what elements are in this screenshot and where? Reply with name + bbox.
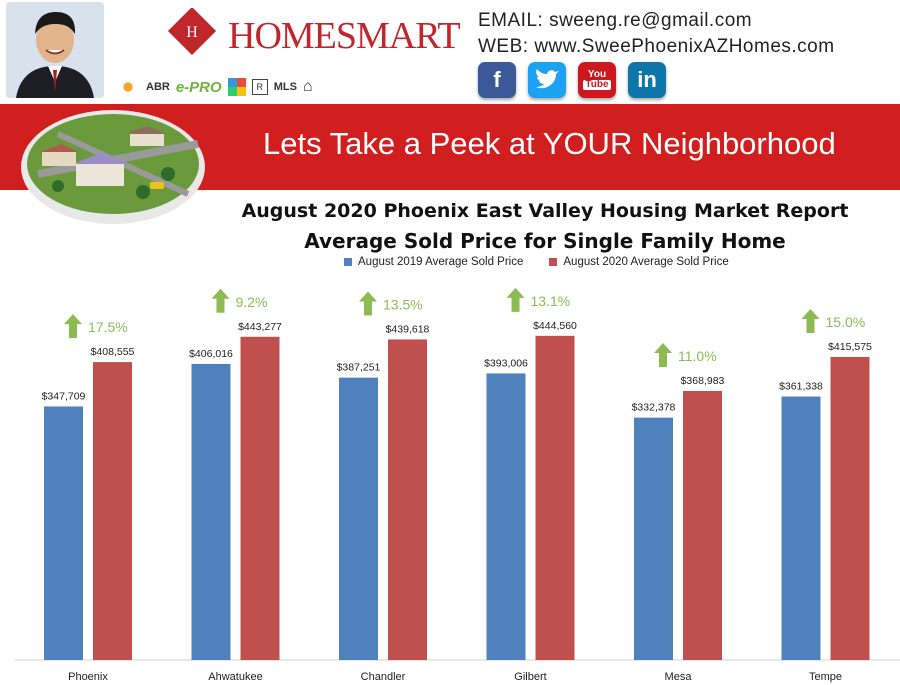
data-label-chandler-2019: $387,251 (337, 362, 381, 374)
up-arrow-icon (801, 308, 820, 333)
mls-badge: MLS (273, 81, 297, 93)
change-label-tempe: 15.0% (826, 314, 866, 330)
data-label-tempe-2019: $361,338 (779, 381, 823, 393)
realtor-badge-icon (116, 78, 140, 96)
data-label-ahwatukee-2019: $406,016 (189, 348, 233, 360)
category-label-mesa: Mesa (665, 671, 693, 683)
data-label-chandler-2020: $439,618 (386, 323, 430, 335)
chart-title-main: August 2020 Phoenix East Valley Housing … (241, 200, 849, 222)
bar-gilbert-2020 (535, 335, 575, 660)
bar-ahwatukee-2019 (191, 363, 231, 660)
bar-ahwatukee-2020 (240, 336, 280, 660)
category-label-chandler: Chandler (361, 671, 406, 683)
data-label-mesa-2019: $332,378 (632, 402, 676, 414)
up-arrow-icon (211, 288, 230, 313)
bar-phoenix-2020 (93, 362, 132, 660)
bar-chandler-2020 (388, 339, 427, 660)
data-label-phoenix-2020: $408,555 (91, 346, 135, 358)
linkedin-icon[interactable]: in (628, 62, 666, 98)
bar-gilbert-2019 (486, 373, 526, 660)
bar-mesa-2020 (683, 390, 722, 660)
chart-subtitle: Average Sold Price for Single Family Hom… (304, 229, 786, 253)
bar-tempe-2019 (781, 396, 821, 660)
category-label-ahwatukee: Ahwatukee (208, 671, 262, 683)
bar-phoenix-2019 (44, 406, 83, 660)
homesmart-diamond-icon: H (167, 8, 217, 56)
up-arrow-icon (64, 314, 82, 339)
bar-mesa-2019 (634, 417, 673, 660)
youtube-icon[interactable]: You Tube (578, 62, 616, 98)
bar-chandler-2019 (339, 377, 378, 660)
legend-label-2019: August 2019 Average Sold Price (358, 256, 524, 268)
legend-swatch-2019 (344, 258, 352, 266)
change-label-phoenix: 17.5% (88, 319, 128, 335)
legend-item-2020: August 2020 Average Sold Price (549, 256, 729, 268)
bar-chart: $347,709 $408,555 17.5% Phoenix $406,016 $443… (15, 287, 900, 683)
equal-housing-icon: ⌂ (302, 78, 313, 95)
brand-name: HOMESMART (228, 15, 461, 57)
facebook-icon[interactable]: f (478, 62, 516, 98)
certification-badges: ABR e-PRO R MLS ⌂ (116, 74, 396, 100)
agent-photo (6, 2, 104, 98)
data-label-gilbert-2020: $444,560 (533, 320, 577, 332)
social-links: f You Tube in (478, 62, 666, 98)
svg-text:H: H (186, 24, 198, 41)
abr-badge: ABR (146, 81, 170, 93)
up-arrow-icon (654, 342, 672, 367)
twitter-icon[interactable] (528, 62, 566, 98)
header: H HOMESMART ABR e-PRO R MLS ⌂ EMAIL: swe… (0, 0, 900, 105)
legend-item-2019: August 2019 Average Sold Price (344, 256, 523, 268)
change-label-ahwatukee: 9.2% (236, 294, 268, 310)
homesmart-logo: H HOMESMART (162, 8, 461, 64)
category-label-gilbert: Gilbert (514, 671, 546, 683)
chart-title: August 2020 Phoenix East Valley Housing … (200, 196, 890, 256)
data-label-phoenix-2019: $347,709 (42, 390, 86, 402)
agent-portrait-icon (6, 2, 104, 98)
contact-info: EMAIL: sweeng.re@gmail.com WEB: www.Swee… (478, 8, 835, 60)
bar-tempe-2020 (830, 356, 870, 660)
data-label-ahwatukee-2020: $443,277 (238, 321, 282, 333)
banner-title: Lets Take a Peek at YOUR Neighborhood (263, 126, 836, 161)
up-arrow-icon (506, 287, 525, 312)
legend-label-2020: August 2020 Average Sold Price (563, 256, 729, 268)
category-label-phoenix: Phoenix (68, 671, 108, 683)
realtor-r-icon: R (251, 79, 268, 95)
data-label-mesa-2020: $368,983 (681, 375, 725, 387)
legend-swatch-2020 (549, 258, 558, 266)
category-label-tempe: Tempe (809, 671, 842, 683)
neighborhood-icon (18, 104, 208, 230)
diversity-badge-icon (227, 78, 246, 96)
up-arrow-icon (359, 291, 377, 316)
change-label-mesa: 11.0% (678, 348, 717, 364)
change-label-gilbert: 13.1% (531, 293, 571, 309)
chart-legend: August 2019 Average Sold Price August 20… (344, 256, 729, 268)
epro-badge: e-PRO (175, 78, 222, 96)
change-label-chandler: 13.5% (383, 296, 423, 312)
email-text[interactable]: EMAIL: sweeng.re@gmail.com (478, 10, 753, 31)
data-label-tempe-2020: $415,575 (828, 341, 872, 353)
data-label-gilbert-2019: $393,006 (484, 357, 528, 369)
web-text[interactable]: WEB: www.SweePhoenixAZHomes.com (478, 36, 835, 57)
